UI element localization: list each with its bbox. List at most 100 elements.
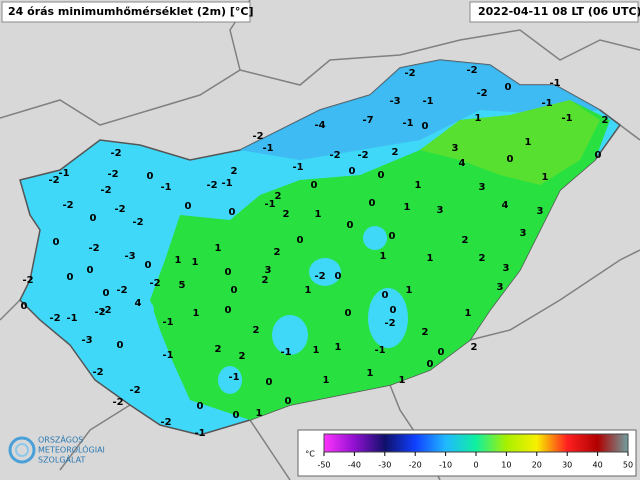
station-value: 0 xyxy=(389,231,396,242)
station-value: 3 xyxy=(537,206,544,217)
legend-tick-label: -50 xyxy=(317,461,330,470)
legend-tick-label: -30 xyxy=(378,461,391,470)
header: 24 órás minimumhőmérséklet (2m) [°C] 202… xyxy=(1,1,640,23)
station-value: -2 xyxy=(100,305,111,316)
station-value: 0 xyxy=(21,301,28,312)
legend-tick-label: 0 xyxy=(473,461,478,470)
warmer-zone xyxy=(420,100,600,185)
station-value: -1 xyxy=(264,199,275,210)
station-value: 0 xyxy=(335,271,342,282)
station-value: -2 xyxy=(132,217,143,228)
station-value: -1 xyxy=(162,317,173,328)
station-value: 1 xyxy=(315,209,322,220)
station-value: -2 xyxy=(252,131,263,142)
station-value: 2 xyxy=(392,147,399,158)
station-value: -1 xyxy=(292,162,303,173)
cold-zone xyxy=(240,60,600,160)
station-value: 2 xyxy=(471,342,478,353)
logo: ORSZÁGOS METEOROLÓGIAI SZOLGÁLAT xyxy=(8,434,105,465)
legend: °C -50 -40 -30 -20 -10 0 10 20 30 40 50 xyxy=(297,429,637,477)
station-value: -4 xyxy=(314,120,325,131)
station-value: 0 xyxy=(233,410,240,421)
station-value: 1 xyxy=(192,257,199,268)
station-value: 1 xyxy=(399,375,406,386)
station-value: -2 xyxy=(112,397,123,408)
station-value: 2 xyxy=(275,191,282,202)
station-value: 0 xyxy=(225,267,232,278)
station-value: 1 xyxy=(542,172,549,183)
station-value: 0 xyxy=(147,171,154,182)
timestamp: 2022-04-11 08 LT (06 UTC) xyxy=(478,5,640,18)
station-value: 1 xyxy=(256,408,263,419)
station-value: 0 xyxy=(145,260,152,271)
station-value: 0 xyxy=(103,288,110,299)
station-value: 1 xyxy=(404,202,411,213)
station-value: -2 xyxy=(466,65,477,76)
station-value: -2 xyxy=(329,150,340,161)
station-value: 2 xyxy=(283,209,290,220)
title-box xyxy=(1,1,251,23)
legend-tick-label: 10 xyxy=(501,461,511,470)
station-values: -2 -20 -1-3 -1-2-1-4 -7 -1 01 -1 2-2-1-1-2 -2 2 34 0… xyxy=(21,65,609,439)
station-value: 3 xyxy=(497,282,504,293)
station-value: 2 xyxy=(215,344,222,355)
station-value: -2 xyxy=(129,385,140,396)
station-value: 3 xyxy=(452,143,459,154)
station-value: -1 xyxy=(160,182,171,193)
station-value: -2 xyxy=(100,185,111,196)
station-value: -2 xyxy=(48,175,59,186)
legend-tick-label: -40 xyxy=(348,461,361,470)
station-value: -1 xyxy=(221,178,232,189)
station-value: 0 xyxy=(438,347,445,358)
station-value: -2 xyxy=(22,275,33,286)
station-value: 0 xyxy=(390,305,397,316)
station-value: 0 xyxy=(349,166,356,177)
station-value: 2 xyxy=(253,325,260,336)
station-value: -3 xyxy=(389,96,400,107)
station-value: -1 xyxy=(58,168,69,179)
station-value: -1 xyxy=(402,118,413,129)
station-value: 1 xyxy=(415,180,422,191)
station-value: 0 xyxy=(185,201,192,212)
legend-tick-label: 20 xyxy=(532,461,542,470)
station-value: -1 xyxy=(280,347,291,358)
station-value: -1 xyxy=(262,143,273,154)
station-value: 0 xyxy=(382,290,389,301)
legend-unit: °C xyxy=(305,450,315,459)
station-value: 0 xyxy=(297,235,304,246)
station-value: 2 xyxy=(479,253,486,264)
station-value: -1 xyxy=(162,350,173,361)
station-value: 0 xyxy=(53,237,60,248)
legend-tick-label: -10 xyxy=(439,461,452,470)
station-value: -2 xyxy=(49,313,60,324)
station-value: -2 xyxy=(107,169,118,180)
station-value: 1 xyxy=(313,345,320,356)
station-value: 0 xyxy=(595,150,602,161)
station-value: -1 xyxy=(561,113,572,124)
station-value: 2 xyxy=(602,115,609,126)
station-value: 1 xyxy=(367,368,374,379)
station-value: -2 xyxy=(116,285,127,296)
station-value: 0 xyxy=(117,340,124,351)
legend-tick-label: 30 xyxy=(562,461,572,470)
station-value: 0 xyxy=(347,220,354,231)
station-value: 1 xyxy=(475,113,482,124)
station-value: -3 xyxy=(81,335,92,346)
legend-tick-label: 50 xyxy=(623,461,633,470)
station-value: 3 xyxy=(437,205,444,216)
station-value: 3 xyxy=(520,228,527,239)
station-value: 1 xyxy=(193,308,200,319)
station-value: 0 xyxy=(266,377,273,388)
station-value: 2 xyxy=(422,327,429,338)
station-value: -2 xyxy=(114,204,125,215)
station-value: 0 xyxy=(87,265,94,276)
title: 24 órás minimumhőmérséklet (2m) [°C] xyxy=(8,5,254,18)
station-value: -2 xyxy=(357,150,368,161)
station-value: 0 xyxy=(422,121,429,132)
logo-icon xyxy=(15,443,29,457)
cold-patches xyxy=(126,226,408,394)
logo-text: SZOLGÁLAT xyxy=(38,454,85,465)
station-value: 1 xyxy=(380,251,387,262)
station-value: -2 xyxy=(206,180,217,191)
station-value: 0 xyxy=(90,213,97,224)
